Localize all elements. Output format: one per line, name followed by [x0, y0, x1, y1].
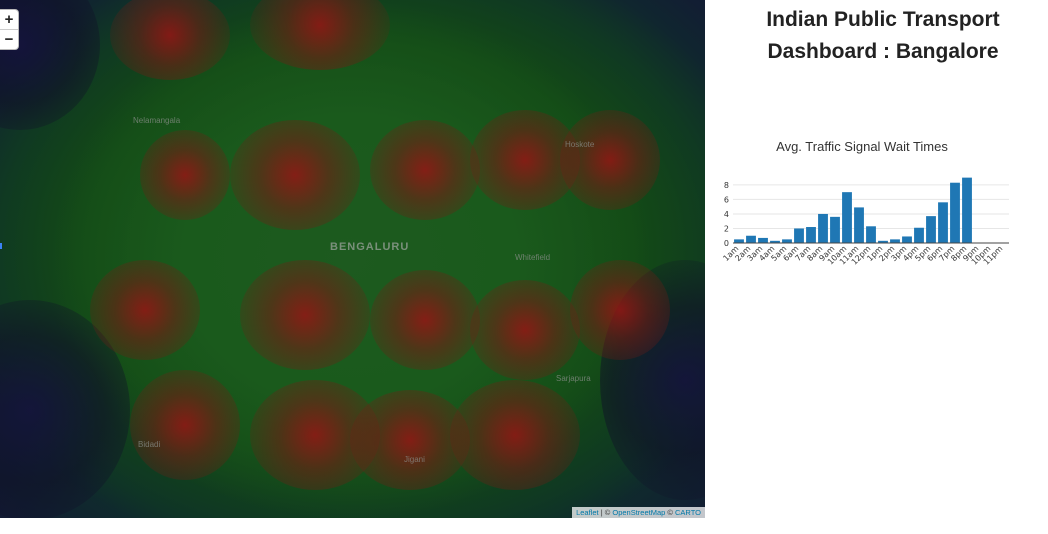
bar[interactable]	[746, 235, 756, 243]
heat-high-region	[240, 260, 370, 370]
heat-high-region	[110, 0, 230, 80]
place-label-jigani: Jigani	[404, 455, 425, 464]
heat-high-region	[370, 120, 480, 220]
carto-link[interactable]: CARTO	[675, 508, 701, 517]
bar[interactable]	[782, 239, 792, 243]
openstreetmap-link[interactable]: OpenStreetMap	[612, 508, 666, 517]
bar[interactable]	[890, 239, 900, 243]
heat-high-region	[450, 380, 580, 490]
y-tick-label: 2	[724, 224, 729, 233]
bar[interactable]	[866, 226, 876, 243]
zoom-in-button[interactable]: +	[4, 11, 14, 28]
attribution-separator: | ©	[598, 508, 613, 517]
place-label-bidadi: Bidadi	[138, 440, 161, 449]
bar[interactable]	[950, 182, 960, 243]
page-title-line1: Indian Public Transport	[766, 8, 1000, 31]
bar[interactable]	[938, 202, 948, 243]
place-label-whitefield: Whitefield	[515, 253, 551, 262]
bar[interactable]	[878, 240, 888, 243]
page-title: Indian Public Transport Dashboard : Bang…	[720, 4, 1046, 68]
bar[interactable]	[830, 216, 840, 243]
y-tick-label: 6	[724, 195, 729, 204]
heat-high-region	[570, 260, 670, 360]
bar[interactable]	[758, 237, 768, 243]
attribution-separator: ©	[665, 508, 676, 517]
y-tick-label: 0	[724, 239, 729, 248]
place-label-sarjapura: Sarjapura	[556, 374, 591, 383]
bar[interactable]	[770, 240, 780, 243]
place-label-bengaluru: BENGALURU	[330, 241, 410, 253]
bar[interactable]	[818, 213, 828, 243]
bar[interactable]	[734, 239, 744, 243]
place-label-nelamangala: Nelamangala	[133, 116, 181, 125]
zoom-control: + −	[0, 9, 19, 50]
heat-high-region	[250, 0, 390, 70]
bar[interactable]	[914, 227, 924, 243]
map-edge-marker	[0, 243, 2, 249]
heat-high-region	[470, 280, 580, 380]
dashboard-panel: Indian Public Transport Dashboard : Bang…	[705, 0, 1048, 534]
page-title-line2: Dashboard : Bangalore	[767, 40, 999, 63]
bar[interactable]	[842, 192, 852, 243]
heat-high-region	[230, 120, 360, 230]
y-tick-label: 4	[724, 210, 729, 219]
heat-high-region	[560, 110, 660, 210]
heat-high-region	[140, 130, 230, 220]
heat-high-region	[370, 270, 480, 370]
chart-title: Avg. Traffic Signal Wait Times	[776, 139, 948, 154]
bar[interactable]	[854, 207, 864, 243]
leaflet-link[interactable]: Leaflet	[576, 508, 599, 517]
bar[interactable]	[902, 236, 912, 243]
zoom-out-button[interactable]: −	[0, 29, 18, 49]
bar[interactable]	[806, 227, 816, 243]
map-attribution: Leaflet | © OpenStreetMap © CARTO	[572, 507, 705, 518]
bar[interactable]	[794, 228, 804, 243]
heatmap-map[interactable]: Nelamangala Hoskote BENGALURU Whitefield…	[0, 0, 705, 518]
wait-time-bar-chart: 024681am2am3am4am5am6am7am8am9am10am11am…	[721, 177, 1009, 267]
heat-high-region	[130, 370, 240, 480]
place-label-hoskote: Hoskote	[565, 140, 595, 149]
bar[interactable]	[926, 216, 936, 243]
heat-high-region	[90, 260, 200, 360]
bar[interactable]	[962, 177, 972, 243]
y-tick-label: 8	[724, 181, 729, 190]
